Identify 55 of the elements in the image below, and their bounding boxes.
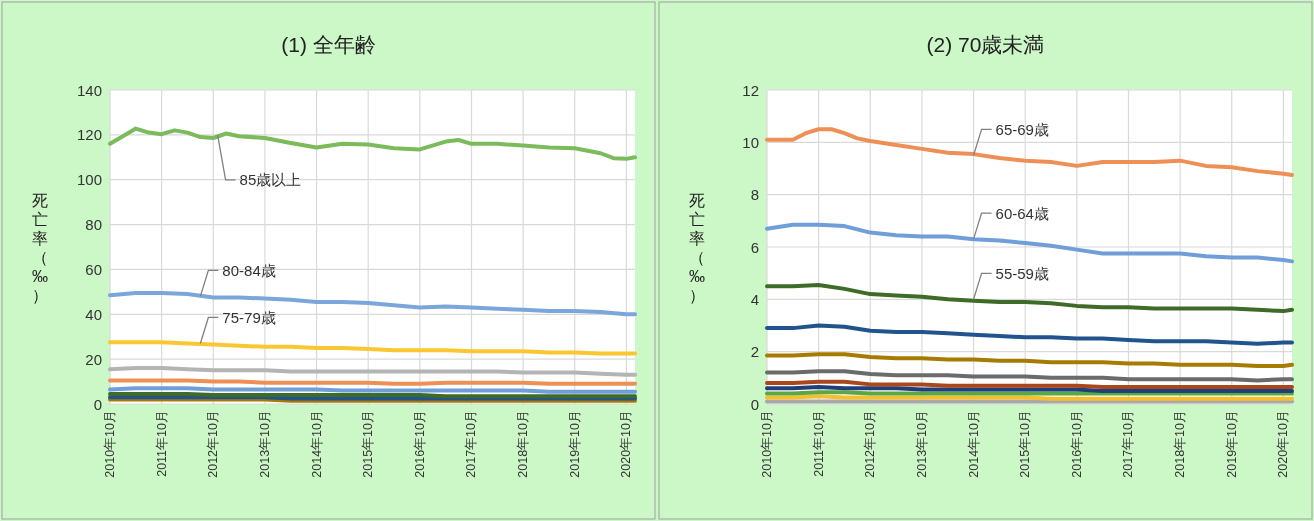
x-tick-label: 2015年10月 — [361, 410, 376, 478]
y-tick-label: 10 — [742, 133, 759, 151]
y-tick-label: 0 — [750, 395, 759, 413]
y-tick-label: 20 — [85, 350, 102, 368]
x-tick-label: 2012年10月 — [206, 410, 221, 478]
y-tick-label: 100 — [76, 171, 102, 189]
x-tick-label: 2010年10月 — [103, 410, 117, 478]
x-tick-label: 2014年10月 — [966, 410, 981, 478]
x-tick-label: 2016年10月 — [412, 410, 427, 478]
line-series — [765, 369, 1294, 383]
x-tick-label: 2013年10月 — [914, 410, 929, 478]
y-tick-label: 4 — [750, 290, 759, 308]
x-tick-label: 2015年10月 — [1018, 410, 1033, 478]
line-series — [108, 340, 637, 356]
y-tick-label: 8 — [750, 186, 759, 204]
x-tick-label: 2011年10月 — [811, 410, 826, 477]
line-series — [765, 323, 1294, 346]
x-tick-label: 2020年10月 — [619, 410, 634, 478]
y-tick-label: 12 — [742, 81, 759, 99]
annotation: 80-84歳 — [222, 261, 276, 279]
line-series — [108, 126, 637, 161]
x-tick-label: 2014年10月 — [309, 410, 324, 478]
line-series — [765, 282, 1294, 314]
x-tick-label: 2020年10月 — [1276, 410, 1291, 478]
annotation: 75-79歳 — [222, 308, 276, 326]
line-series — [765, 222, 1294, 264]
line-series — [765, 352, 1294, 369]
y-tick-label: 120 — [76, 126, 102, 144]
x-tick-label: 2010年10月 — [760, 410, 774, 478]
line-series — [108, 366, 637, 377]
y-axis-title: 死亡率（‰） — [32, 191, 48, 303]
annotation: 55-59歳 — [995, 264, 1049, 282]
x-tick-label: 2018年10月 — [516, 410, 531, 478]
x-tick-label: 2017年10月 — [1121, 410, 1136, 478]
y-tick-label: 0 — [93, 395, 102, 413]
y-tick-label: 60 — [85, 260, 102, 278]
x-tick-label: 2019年10月 — [1224, 410, 1239, 478]
annotation: 60-64歳 — [995, 204, 1049, 222]
x-tick-label: 2018年10月 — [1173, 410, 1188, 478]
y-tick-label: 6 — [750, 238, 759, 256]
x-tick-label: 2012年10月 — [863, 410, 878, 478]
annotation: 85歳以上 — [239, 171, 302, 189]
y-tick-label: 2 — [750, 343, 759, 361]
chart-title: (1) 全年齢 — [281, 33, 376, 56]
y-tick-label: 40 — [85, 305, 102, 323]
x-tick-label: 2011年10月 — [154, 410, 169, 477]
chart-title: (2) 70歳未満 — [926, 33, 1045, 56]
y-tick-label: 140 — [76, 81, 102, 99]
x-tick-label: 2013年10月 — [257, 410, 272, 478]
x-tick-label: 2017年10月 — [464, 410, 479, 478]
x-tick-label: 2019年10月 — [567, 410, 582, 478]
x-tick-label: 2016年10月 — [1069, 410, 1084, 478]
y-axis-title: 死亡率（‰） — [689, 191, 705, 303]
annotation: 65-69歳 — [995, 120, 1049, 138]
y-tick-label: 80 — [85, 216, 102, 234]
